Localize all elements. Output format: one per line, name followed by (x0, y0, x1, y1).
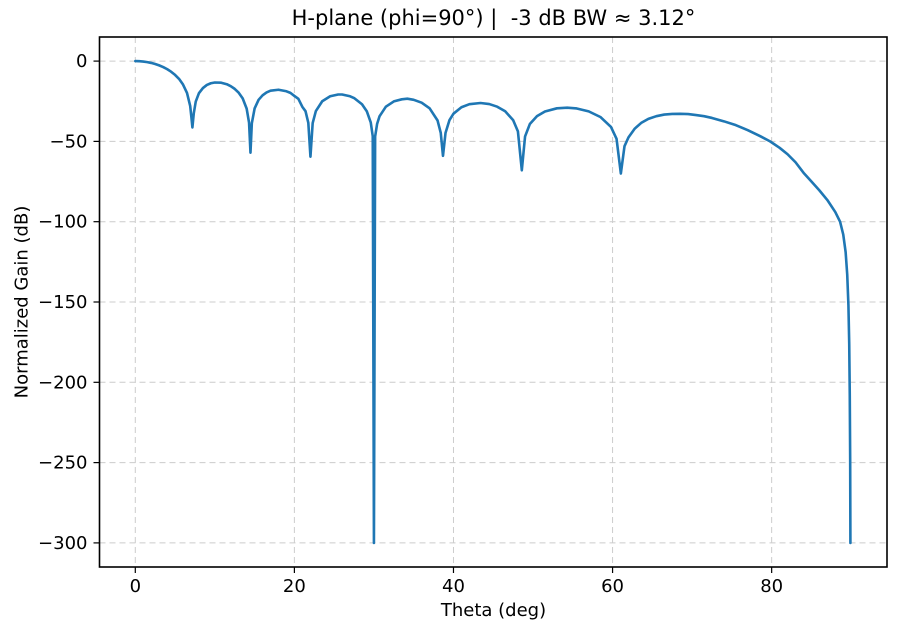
x-tick-label: 40 (442, 576, 465, 597)
y-tick-label: −250 (38, 453, 87, 474)
x-tick-label: 20 (283, 576, 306, 597)
y-tick-label: −200 (38, 372, 87, 393)
x-axis-label: Theta (deg) (440, 600, 547, 621)
y-tick-label: 0 (76, 51, 87, 72)
y-tick-label: −50 (50, 131, 88, 152)
y-tick-label: −100 (38, 212, 87, 233)
chart-title: H-plane (phi=90°) | -3 dB BW ≈ 3.12° (291, 6, 696, 30)
x-tick-label: 60 (601, 576, 624, 597)
y-tick-label: −150 (38, 292, 87, 313)
x-tick-label: 0 (130, 576, 141, 597)
gain-curve (134, 59, 852, 545)
x-tick-label: 80 (760, 576, 783, 597)
y-tick-label: −300 (38, 533, 87, 554)
